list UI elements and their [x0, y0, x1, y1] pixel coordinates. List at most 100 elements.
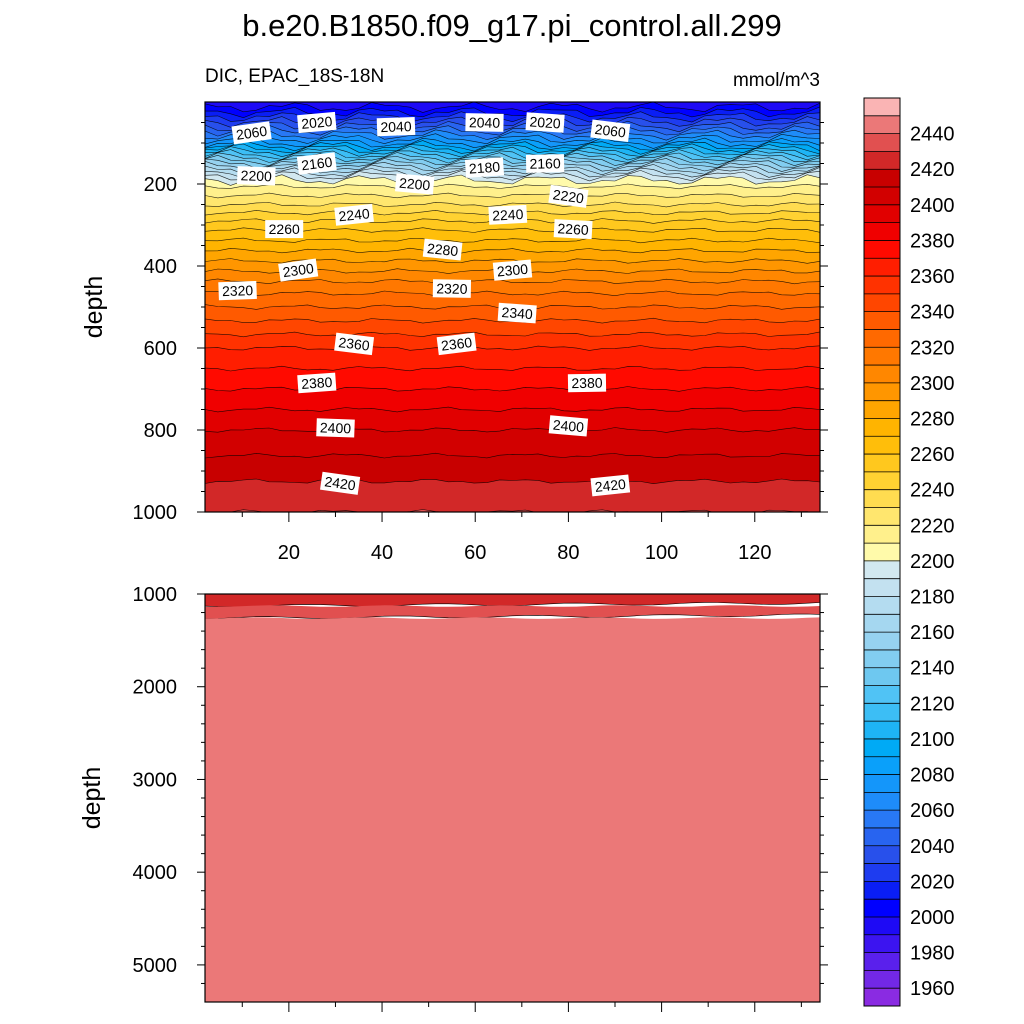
colorbar-box-1980	[864, 934, 900, 953]
contour-label-box	[218, 280, 257, 301]
contour-label-text: 2200	[398, 175, 431, 194]
contour-label: 2160	[296, 152, 337, 175]
y-tick-label: 1000	[133, 584, 178, 606]
x-tick-label: 60	[464, 542, 486, 564]
x-tick-label: 20	[278, 542, 300, 564]
colorbar-label: 2020	[910, 871, 955, 893]
colorbar-box-2340	[864, 293, 900, 312]
upper-panel-contours	[205, 102, 820, 512]
contour-label-box	[590, 474, 631, 497]
y-tick-label: 2000	[133, 677, 178, 699]
colorbar-box-2010	[864, 881, 900, 900]
contour-label: 2020	[525, 112, 565, 133]
contour-label-text: 2380	[301, 374, 333, 392]
colorbar-label: 2420	[910, 159, 955, 181]
contour-label-box	[567, 373, 607, 393]
contour-line-2320	[205, 290, 820, 297]
colorbar-box-2080	[864, 756, 900, 775]
contour-label-box	[497, 302, 537, 324]
colorbar-box-2450	[864, 98, 900, 117]
contour-label: 2360	[334, 332, 375, 356]
contour-label: 2160	[525, 154, 565, 173]
contour-label-text: 2380	[571, 375, 603, 392]
contour-line-2430	[214, 509, 812, 512]
lower-panel-fill	[205, 594, 820, 1002]
contour-label: 2420	[590, 474, 631, 497]
contour-line-2060	[205, 129, 820, 141]
colorbar-label: 2120	[910, 693, 955, 715]
colorbar-label: 2360	[910, 266, 955, 288]
contour-label: 2240	[488, 204, 528, 225]
contour-label-text: 2260	[557, 220, 589, 238]
colorbar-box-2420	[864, 151, 900, 170]
contour-label-box	[236, 166, 276, 186]
contour-label-box	[297, 111, 337, 134]
contour-line-2310	[205, 278, 820, 285]
contour-label-box	[231, 121, 272, 145]
contour-label-text: 2040	[380, 118, 412, 135]
colorbar-box-2410	[864, 169, 900, 188]
contour-line-2200	[205, 174, 820, 186]
colorbar-box-2430	[864, 133, 900, 152]
colorbar-box-2360	[864, 258, 900, 277]
contour-line-2120	[205, 149, 820, 161]
contour-label-box	[492, 259, 533, 281]
colorbar-box-2030	[864, 845, 900, 864]
colorbar-box-2370	[864, 240, 900, 259]
colorbar-box-1960	[864, 970, 900, 989]
contour-label: 2280	[422, 238, 463, 261]
contour-label-box	[548, 184, 589, 208]
y-tick-label: 400	[144, 256, 177, 278]
contour-label-text: 2400	[320, 419, 352, 436]
contour-label-text: 2220	[552, 186, 585, 206]
colorbar-box-2290	[864, 382, 900, 401]
contour-label-text: 2420	[324, 473, 357, 493]
contour-label-box	[488, 204, 528, 225]
colorbar-label: 2280	[910, 408, 955, 430]
colorbar-box-2200	[864, 543, 900, 562]
contour-label-text: 2320	[436, 280, 468, 297]
contour-label-box	[297, 372, 337, 394]
colorbar-label: 2380	[910, 230, 955, 252]
contour-label-box	[525, 112, 565, 133]
contour-band-2420	[205, 478, 820, 512]
colorbar-box-2250	[864, 454, 900, 473]
colorbar-box-2240	[864, 471, 900, 490]
colorbar-label: 2340	[910, 302, 955, 324]
colorbar-label: 2000	[910, 907, 955, 929]
contour-label: 2060	[590, 119, 631, 142]
contour-label: 2380	[567, 373, 607, 393]
colorbar-box-2330	[864, 311, 900, 330]
lower-y-axis-label: depth	[78, 767, 106, 830]
contour-label-box	[316, 418, 355, 438]
contour-label-text: 2240	[338, 205, 371, 224]
contour-label: 2200	[394, 173, 435, 195]
colorbar-box-2040	[864, 827, 900, 847]
depth-band-line	[205, 613, 820, 620]
colorbar-label: 2080	[910, 765, 955, 787]
contour-label: 2020	[297, 111, 337, 134]
contour-label-box	[394, 173, 435, 195]
contour-label: 2300	[278, 258, 319, 282]
depth-band-2450	[205, 617, 820, 1002]
colorbar-box-2400	[864, 187, 900, 206]
colorbar-box-2190	[864, 560, 900, 580]
contour-label-text: 2340	[501, 304, 533, 322]
colorbar-label: 1960	[910, 978, 955, 1000]
contour-label-box	[376, 116, 416, 137]
contour-label-text: 2360	[440, 334, 473, 354]
colorbar-label: 2160	[910, 622, 955, 644]
contour-label-text: 2260	[269, 221, 300, 237]
contour-label-box	[465, 113, 504, 132]
lower-panel-axes: 1000 2000 3000 4000 5000	[133, 584, 828, 1012]
contour-label: 2340	[497, 302, 537, 324]
contour-label: 2060	[231, 121, 272, 145]
upper-panel-contour-labels: 2060 2020 2040 2040 2020 2060 2160 2180 2160 2200…	[218, 111, 631, 497]
contour-label-box	[525, 154, 565, 173]
colorbar-box-2000	[864, 899, 900, 918]
colorbar: 1960 1980 2000 2020 2040 2060 2080 2100 2120 2140…	[863, 97, 955, 1007]
contour-line-2230	[205, 201, 820, 208]
colorbar-label: 2220	[910, 515, 955, 537]
colorbar-box-2320	[864, 329, 900, 348]
